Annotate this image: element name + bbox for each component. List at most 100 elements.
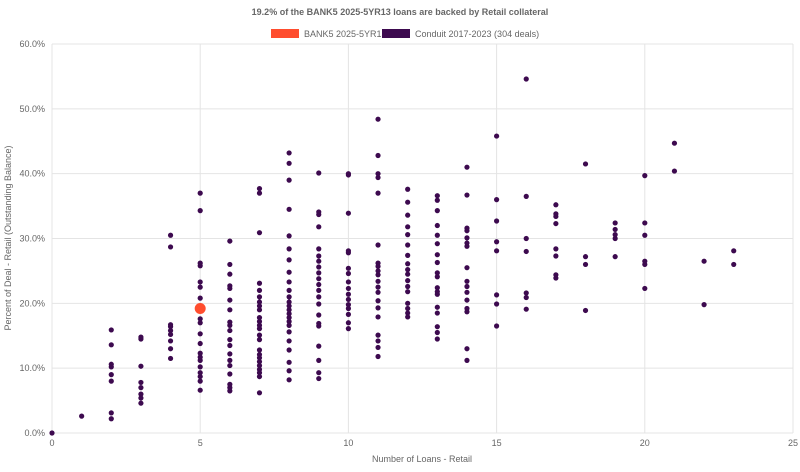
data-point[interactable] <box>286 377 292 383</box>
data-point[interactable] <box>523 306 529 312</box>
data-point[interactable] <box>375 171 381 177</box>
data-point[interactable] <box>227 283 233 289</box>
data-point[interactable] <box>256 390 263 396</box>
data-point[interactable] <box>316 370 322 376</box>
data-point[interactable] <box>138 379 144 386</box>
data-point[interactable] <box>256 230 263 236</box>
data-point[interactable] <box>642 285 648 292</box>
data-point[interactable] <box>286 318 292 325</box>
data-point[interactable] <box>405 314 411 320</box>
data-point[interactable] <box>138 363 144 369</box>
data-point[interactable] <box>316 357 322 363</box>
data-point[interactable] <box>316 375 322 382</box>
data-point[interactable] <box>731 261 737 268</box>
data-point[interactable] <box>494 323 500 329</box>
data-point[interactable] <box>345 248 351 254</box>
data-point[interactable] <box>345 270 351 277</box>
data-point[interactable] <box>345 265 351 271</box>
data-point[interactable] <box>553 253 559 259</box>
data-point[interactable] <box>316 209 322 215</box>
data-point[interactable] <box>286 338 292 344</box>
data-point[interactable] <box>553 246 559 252</box>
data-point[interactable] <box>227 351 233 357</box>
data-point[interactable] <box>375 284 381 290</box>
data-point[interactable] <box>434 304 440 310</box>
data-point[interactable] <box>494 218 500 224</box>
data-point[interactable] <box>434 336 440 342</box>
data-point[interactable] <box>256 294 263 300</box>
data-point[interactable] <box>523 294 529 301</box>
data-point[interactable] <box>286 322 292 328</box>
data-point[interactable] <box>197 350 203 356</box>
data-point[interactable] <box>405 261 411 267</box>
data-point[interactable] <box>227 271 233 277</box>
data-point[interactable] <box>256 185 263 192</box>
data-point[interactable] <box>553 202 559 208</box>
data-point[interactable] <box>227 362 233 369</box>
data-point[interactable] <box>197 320 203 326</box>
data-point[interactable] <box>671 140 678 146</box>
data-point[interactable] <box>316 258 322 264</box>
data-point[interactable] <box>108 327 114 333</box>
data-point[interactable] <box>434 285 440 291</box>
data-point[interactable] <box>434 270 440 276</box>
data-point[interactable] <box>434 324 440 330</box>
data-point[interactable] <box>464 297 470 303</box>
data-point[interactable] <box>434 329 440 336</box>
data-point[interactable] <box>464 305 470 312</box>
data-point[interactable] <box>286 246 292 252</box>
data-point[interactable] <box>197 279 203 285</box>
data-point[interactable] <box>375 242 381 248</box>
data-point[interactable] <box>108 361 114 367</box>
data-point[interactable] <box>464 289 470 295</box>
data-point[interactable] <box>256 373 263 380</box>
data-point[interactable] <box>227 381 233 387</box>
data-point[interactable] <box>316 320 322 327</box>
data-point[interactable] <box>434 289 440 295</box>
data-point[interactable] <box>405 252 411 258</box>
data-point[interactable] <box>701 258 707 264</box>
data-point[interactable] <box>167 355 174 362</box>
data-point[interactable] <box>464 240 470 246</box>
data-point[interactable] <box>494 301 500 307</box>
data-point[interactable] <box>375 332 381 338</box>
data-point[interactable] <box>227 337 233 343</box>
data-point[interactable] <box>464 164 470 170</box>
data-point[interactable] <box>375 272 381 278</box>
data-point[interactable] <box>405 242 411 248</box>
data-point[interactable] <box>345 285 351 292</box>
data-point[interactable] <box>582 307 589 314</box>
data-point[interactable] <box>286 160 292 166</box>
data-point[interactable] <box>227 261 233 268</box>
data-point[interactable] <box>375 174 381 181</box>
data-point[interactable] <box>256 366 263 373</box>
data-point[interactable] <box>375 268 381 274</box>
data-point[interactable] <box>256 337 263 343</box>
data-point[interactable] <box>227 327 233 334</box>
data-point[interactable] <box>197 364 203 370</box>
data-point[interactable] <box>345 171 351 177</box>
data-point[interactable] <box>582 161 589 167</box>
data-point[interactable] <box>464 357 470 363</box>
data-point[interactable] <box>612 232 618 238</box>
data-point[interactable] <box>108 342 114 348</box>
data-point[interactable] <box>375 190 381 196</box>
data-point[interactable] <box>227 297 233 303</box>
data-point[interactable] <box>582 261 589 268</box>
data-point[interactable] <box>256 303 263 309</box>
data-point[interactable] <box>256 190 263 196</box>
data-point[interactable] <box>434 208 440 214</box>
data-point[interactable] <box>523 193 529 199</box>
data-point[interactable] <box>108 410 114 416</box>
data-point[interactable] <box>316 343 322 349</box>
data-point[interactable] <box>256 359 263 365</box>
data-point[interactable] <box>375 314 381 320</box>
data-point[interactable] <box>494 248 500 254</box>
data-point[interactable] <box>256 332 263 338</box>
data-point[interactable] <box>197 370 203 376</box>
data-point[interactable] <box>227 371 233 377</box>
data-point[interactable] <box>167 346 174 352</box>
data-point[interactable] <box>345 326 351 332</box>
data-point[interactable] <box>375 116 381 122</box>
data-point[interactable] <box>286 177 292 183</box>
